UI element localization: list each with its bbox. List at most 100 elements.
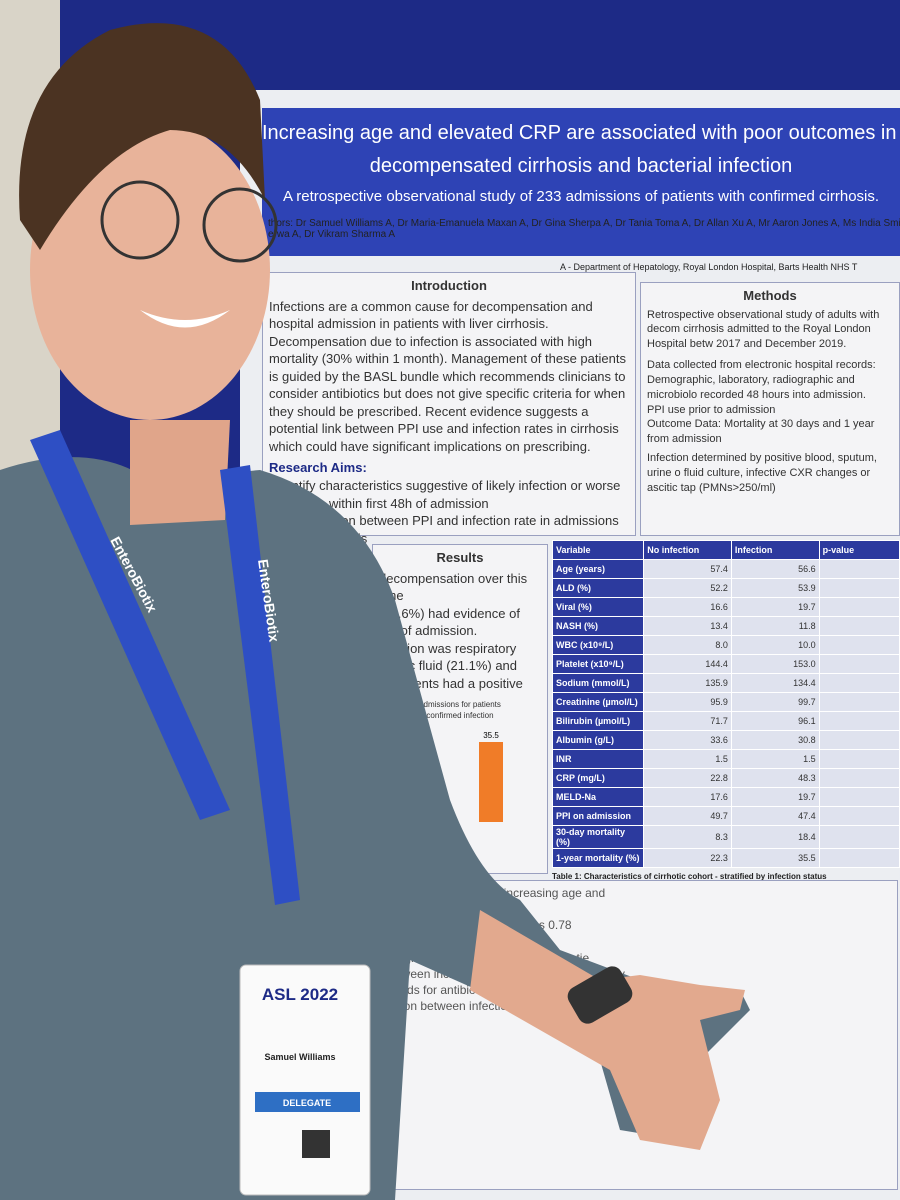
watch: [567, 966, 633, 1024]
table-row: Bilirubin (µmol/L) 71.7 96.1: [551, 711, 900, 731]
bar: [479, 741, 503, 822]
table-row: 30-day mortality (%) 8.3 18.4: [551, 825, 900, 849]
table-cell: 19.7: [730, 597, 820, 617]
face: [30, 120, 270, 420]
table-cell: 48.3: [730, 768, 820, 788]
heading: Results: [436, 550, 484, 565]
table-cell: 13.4: [643, 616, 732, 636]
table-cell: [818, 825, 900, 849]
table-wrap: Variable No infection Infection p-value Age …: [551, 540, 900, 881]
table-cell: 33.6: [643, 730, 732, 750]
table-cell: [818, 787, 900, 807]
title: decompensated cirrhosis and bacterial in…: [369, 155, 793, 177]
methods: Methods Retrospective observational stud…: [640, 282, 900, 536]
qr-code: [302, 1130, 330, 1158]
header-cell: Infection: [730, 540, 820, 560]
table-cell: 49.7: [643, 806, 732, 826]
table-cell: [818, 635, 900, 655]
heading: Methods: [743, 288, 797, 303]
badge: [239, 964, 371, 1196]
table-cell: [818, 806, 900, 826]
introduction: Introduction Infections are a common cau…: [262, 272, 636, 546]
authors-line: erwa A, Dr Vikram Sharma A: [268, 229, 396, 240]
table-row: MELD-Na 17.6 19.7: [551, 787, 900, 807]
table-cell: 18.4: [730, 825, 820, 849]
list: Demographic, laboratory, radiographic an…: [647, 373, 893, 447]
table-cell: MELD-Na: [551, 787, 645, 807]
table-cell: 19.7: [730, 787, 820, 807]
text-line: (32.6%) had evidence of: [379, 605, 520, 621]
table-cell: 22.3: [643, 848, 732, 868]
text-line: nfection was respiratory: [379, 640, 517, 656]
table-cell: Viral (%): [551, 597, 645, 617]
subtitle: A retrospective observational study of 2…: [282, 188, 880, 205]
authors-line: thors: Dr Samuel Williams A, Dr Maria-Em…: [268, 218, 900, 229]
paragraph: Data collected from electronic hospital …: [647, 359, 876, 372]
badge-name: Samuel Williams: [265, 1052, 336, 1062]
table-cell: [818, 848, 900, 868]
header-cell: p-value: [818, 540, 900, 560]
list-item: •Identify characteristics suggestive of …: [269, 478, 621, 511]
list-item: Demographic, laboratory, radiographic an…: [647, 373, 866, 401]
paragraph: Infection determined by positive blood, …: [647, 452, 877, 494]
table-cell: Creatinine (µmol/L): [551, 692, 645, 712]
table-cell: 1.5: [730, 749, 820, 769]
lanyard: [30, 430, 230, 820]
table-cell: Bilirubin (µmol/L): [551, 711, 645, 731]
table-cell: [818, 673, 900, 693]
table-cell: [818, 730, 900, 750]
badge-event: ASL 2022: [262, 985, 338, 1004]
hair: [19, 23, 265, 251]
table-cell: CRP (mg/L): [551, 768, 645, 788]
smile: [140, 310, 230, 328]
table-cell: 99.7: [730, 692, 820, 712]
glasses: [100, 180, 180, 260]
table-row: CRP (mg/L) 22.8 48.3: [551, 768, 900, 788]
badge-band: [255, 1092, 360, 1112]
table-cell: 16.6: [643, 597, 732, 617]
list-item: Outcome Data: Mortality at 30 days and 1…: [647, 418, 875, 446]
table-header: Variable No infection Infection p-value: [551, 540, 900, 560]
table: Variable No infection Infection p-value Age …: [551, 540, 900, 868]
table-cell: Albumin (g/L): [551, 730, 645, 750]
heading: Introduction: [411, 278, 487, 293]
table-cell: 53.9: [730, 578, 820, 598]
table-cell: 35.5: [730, 848, 820, 868]
table-cell: 71.7: [643, 711, 732, 731]
neck: [130, 420, 230, 525]
paragraph: Infections are a common cause for decomp…: [269, 298, 626, 454]
arm: [470, 910, 745, 1150]
table-row: Creatinine (µmol/L) 95.9 99.7: [551, 692, 900, 712]
table-cell: Age (years): [551, 559, 645, 579]
list: •Identify characteristics suggestive of …: [269, 477, 629, 547]
table-cell: [818, 654, 900, 674]
badge-role: DELEGATE: [283, 1098, 331, 1108]
table-cell: Platelet (x10⁹/L): [551, 654, 645, 674]
table-row: ALD (%) 52.2 53.9: [551, 578, 900, 598]
table-cell: [818, 597, 900, 617]
table-cell: NASH (%): [551, 616, 645, 636]
table-row: 1-year mortality (%) 22.3 35.5: [551, 848, 900, 868]
authors: thors: Dr Samuel Williams A, Dr Maria-Em…: [268, 218, 900, 240]
list-item: ate association between PPI and infectio…: [269, 513, 619, 529]
paragraph: Retrospective observational study of adu…: [647, 308, 880, 351]
affiliation: A - Department of Hepatology, Royal Lond…: [560, 262, 858, 272]
table-cell: INR: [551, 749, 645, 769]
bar-label: 35.5: [483, 731, 499, 740]
table-cell: 22.8: [643, 768, 732, 788]
table-row: INR 1.5 1.5: [551, 749, 900, 769]
table-cell: [818, 616, 900, 636]
list-item: PPI use prior to admission: [647, 403, 776, 416]
table-row: WBC (x10⁹/L) 8.0 10.0: [551, 635, 900, 655]
table-cell: 153.0: [730, 654, 820, 674]
table-row: Platelet (x10⁹/L) 144.4 153.0: [551, 654, 900, 674]
title: Increasing age and elevated CRP are asso…: [262, 122, 900, 144]
table-row: Viral (%) 16.6 19.7: [551, 597, 900, 617]
table-row: Age (years) 57.4 56.6: [551, 559, 900, 579]
table-cell: 96.1: [730, 711, 820, 731]
table-cell: 1-year mortality (%): [551, 848, 645, 868]
